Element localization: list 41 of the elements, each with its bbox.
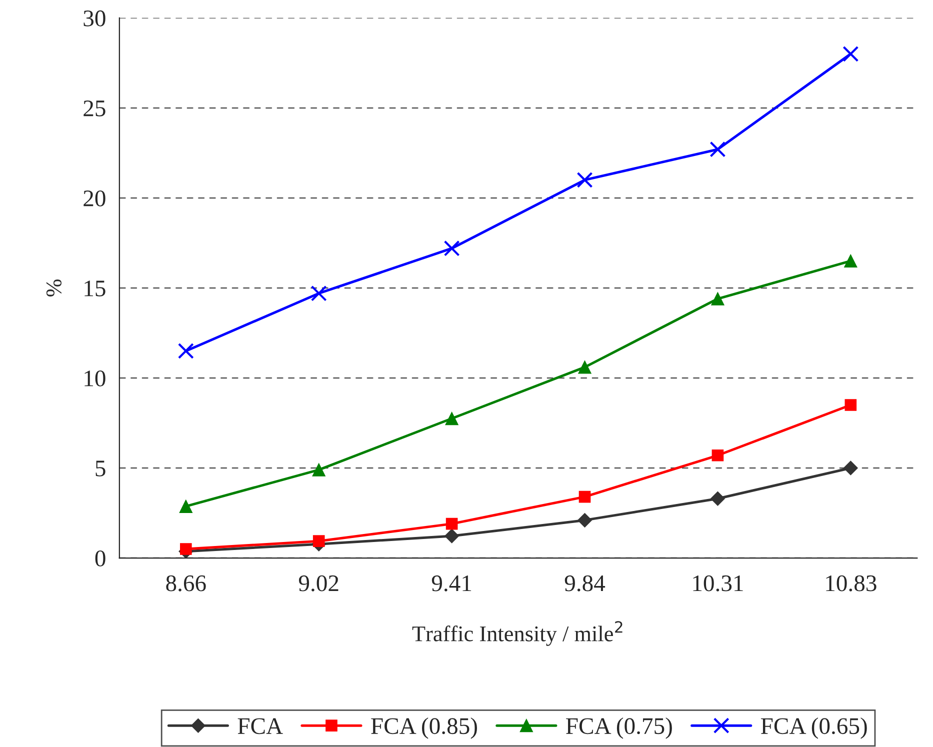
legend-label: FCA (0.65): [760, 717, 867, 739]
x-tick-label: 8.66: [166, 575, 206, 592]
point: [711, 292, 724, 306]
point: [578, 512, 592, 528]
point: [444, 240, 460, 256]
x-tick-label: 10.31: [693, 575, 743, 592]
legend-label: FCA (0.75): [566, 717, 672, 739]
point: [710, 491, 725, 506]
x-tick-label: 9.84: [564, 575, 606, 592]
point: [842, 46, 859, 62]
point: [710, 141, 726, 158]
y-tick-label: 5: [96, 460, 106, 476]
point: [312, 535, 325, 547]
x-axis-title: Traffic Intensity / mile$^{2}$: [412, 621, 622, 646]
y-tick-label: 30: [84, 10, 106, 26]
point: [576, 172, 593, 188]
y-tick-label: 25: [84, 100, 106, 116]
point: [445, 412, 458, 426]
point: [180, 543, 192, 555]
point: [444, 528, 460, 544]
point: [578, 490, 591, 503]
point: [179, 500, 192, 513]
y-tick-label: 20: [84, 190, 106, 206]
point: [844, 399, 857, 411]
y-tick-label: 10: [84, 370, 106, 386]
point: [578, 360, 592, 374]
point: [843, 460, 858, 476]
legend-label: FCA (0.85): [371, 717, 477, 739]
point: [312, 463, 326, 476]
point: [446, 518, 458, 530]
x-tick-label: 9.41: [432, 575, 472, 592]
y-tick-label: 0: [95, 550, 106, 566]
point: [310, 285, 327, 302]
point: [712, 449, 724, 462]
y-tick-label: 15: [84, 280, 106, 296]
x-tick-label: 10.83: [826, 575, 876, 592]
point: [844, 254, 858, 268]
y-axis-title: %: [46, 279, 62, 296]
legend-label: FCA: [238, 718, 283, 734]
x-tick-label: 9.02: [298, 575, 338, 592]
point: [178, 342, 194, 359]
